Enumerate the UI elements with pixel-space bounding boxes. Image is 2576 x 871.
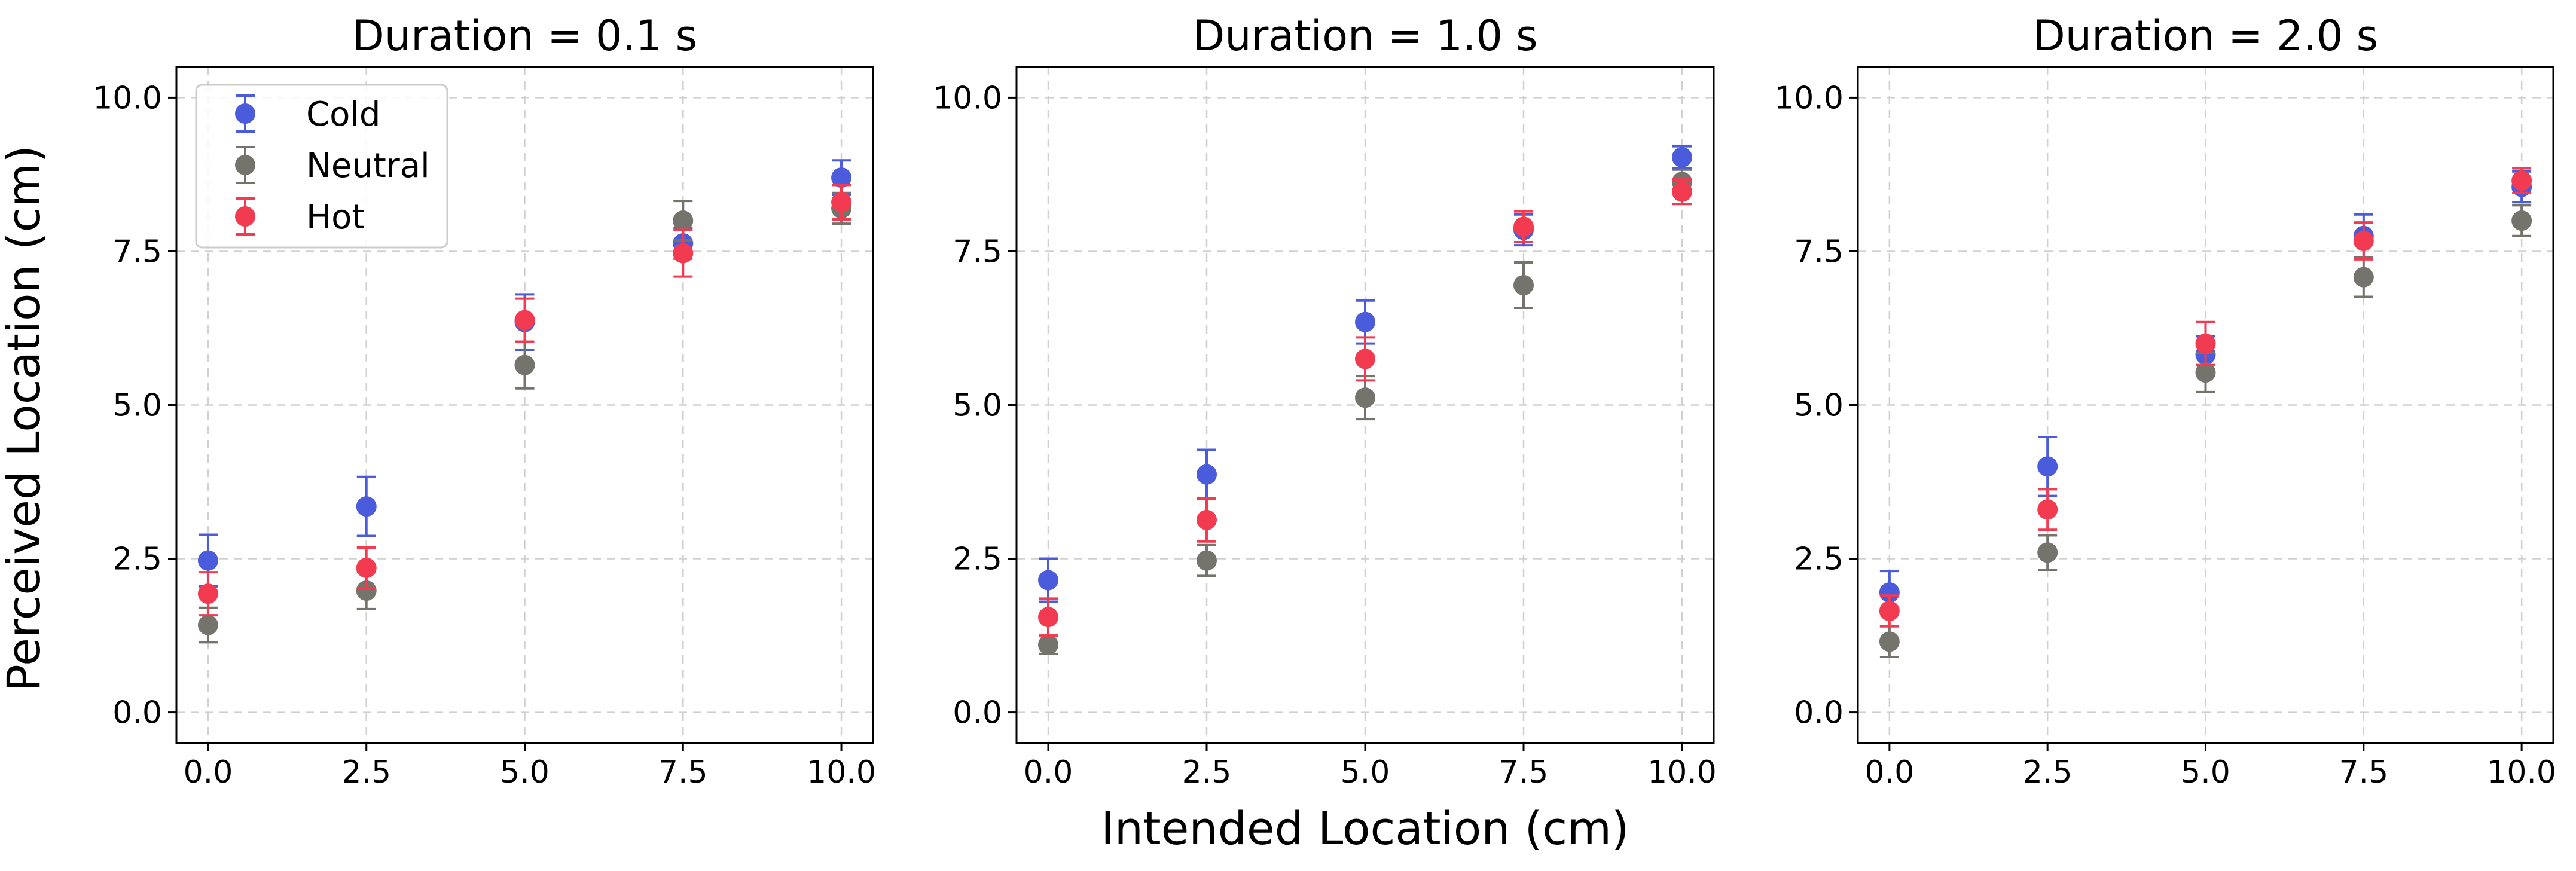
series-hot xyxy=(1038,178,1692,637)
series-neutral xyxy=(1879,204,2532,659)
legend-marker-neutral xyxy=(235,155,255,175)
panel-2: 0.0 2.5 5.0 7.5 10.0 0.0 2.5 5.0 7.5 10.0 Duration… xyxy=(933,11,1717,790)
x-tick-label: 5.0 xyxy=(500,754,550,790)
data-point-neutral xyxy=(2195,362,2216,383)
legend-label-cold: Cold xyxy=(306,95,380,134)
y-tick-label: 2.5 xyxy=(953,542,1002,577)
legend-marker-cold xyxy=(235,103,255,124)
y-tick-label: 2.5 xyxy=(112,542,162,577)
x-tick-label: 7.5 xyxy=(658,754,708,790)
x-tick-label: 0.0 xyxy=(1024,754,1073,790)
plot-frame xyxy=(175,66,874,744)
data-point-neutral xyxy=(1355,387,1375,408)
data-point-hot xyxy=(1672,181,1692,202)
data-point-hot xyxy=(1038,607,1058,628)
data-point-hot xyxy=(2037,499,2058,520)
data-point-cold xyxy=(197,550,218,571)
data-point-neutral xyxy=(356,580,377,601)
panel-1: 0.0 2.5 5.0 7.5 10.0 0.0 2.5 5.0 7.5 10.0 Duration… xyxy=(93,11,876,790)
data-point-hot xyxy=(197,583,218,604)
legend: Cold Neutral Hot xyxy=(195,84,448,249)
data-point-neutral xyxy=(1513,275,1534,296)
series-hot xyxy=(197,184,852,617)
data-point-neutral xyxy=(514,354,535,375)
data-point-neutral xyxy=(673,210,694,231)
data-point-cold xyxy=(1879,582,1900,603)
y-tick-label: 10.0 xyxy=(933,80,1002,116)
panel-title: Duration = 2.0 s xyxy=(2033,11,2378,60)
x-tick-label: 0.0 xyxy=(184,754,233,790)
data-point-hot xyxy=(2353,230,2374,251)
x-tick-label: 5.0 xyxy=(2181,754,2230,790)
x-tick-label: 7.5 xyxy=(1499,754,1549,790)
y-tick-label: 10.0 xyxy=(1774,80,1844,116)
data-point-hot xyxy=(1197,509,1217,530)
x-tick-label: 10.0 xyxy=(807,754,876,790)
x-tick-label: 7.5 xyxy=(2339,754,2388,790)
y-tick-label: 7.5 xyxy=(112,234,162,270)
y-tick-label: 0.0 xyxy=(953,695,1002,731)
data-point-cold xyxy=(1038,570,1058,591)
data-point-cold xyxy=(1355,311,1375,332)
y-axis-label: Perceived Location (cm) xyxy=(0,145,50,692)
panel-title: Duration = 1.0 s xyxy=(1192,11,1537,60)
data-point-neutral xyxy=(2511,210,2532,231)
data-point-cold xyxy=(1197,464,1217,485)
legend-box xyxy=(195,84,448,249)
data-point-hot xyxy=(831,192,852,213)
data-point-cold xyxy=(1672,147,1692,168)
x-tick-label: 5.0 xyxy=(1341,754,1390,790)
x-tick-label: 10.0 xyxy=(2487,754,2556,790)
data-point-cold xyxy=(356,496,377,517)
data-point-hot xyxy=(514,310,535,331)
x-axis-label: Intended Location (cm) xyxy=(1101,802,1629,855)
data-point-hot xyxy=(1879,600,1900,621)
x-tick-label: 2.5 xyxy=(341,754,391,790)
data-point-hot xyxy=(673,243,694,264)
data-point-neutral xyxy=(2037,542,2058,563)
plot-frame xyxy=(1857,66,2554,744)
data-point-neutral xyxy=(2353,267,2374,288)
plot-frame xyxy=(1015,66,1715,744)
y-tick-label: 10.0 xyxy=(93,80,162,116)
data-point-cold xyxy=(2037,456,2058,477)
data-point-hot xyxy=(2195,333,2216,354)
data-point-hot xyxy=(2511,170,2532,191)
data-point-cold xyxy=(831,167,852,188)
data-point-neutral xyxy=(1879,631,1900,652)
data-point-hot xyxy=(356,557,377,578)
data-point-hot xyxy=(1355,349,1375,369)
data-point-neutral xyxy=(1197,550,1217,571)
y-tick-label: 2.5 xyxy=(1794,542,1844,577)
data-point-hot xyxy=(1513,216,1534,237)
y-tick-label: 0.0 xyxy=(1794,695,1844,731)
data-point-neutral xyxy=(197,615,218,635)
legend-label-neutral: Neutral xyxy=(306,146,430,185)
legend-label-hot: Hot xyxy=(306,198,365,237)
x-tick-label: 2.5 xyxy=(2023,754,2073,790)
x-tick-label: 0.0 xyxy=(1865,754,1915,790)
y-tick-label: 5.0 xyxy=(112,388,162,424)
panel-title: Duration = 0.1 s xyxy=(352,11,697,60)
y-tick-label: 5.0 xyxy=(953,388,1002,424)
legend-marker-hot xyxy=(235,206,255,227)
series-hot xyxy=(1879,167,2532,628)
y-tick-label: 5.0 xyxy=(1794,388,1844,424)
x-tick-label: 10.0 xyxy=(1647,754,1717,790)
y-tick-label: 7.5 xyxy=(953,234,1002,270)
data-point-neutral xyxy=(1038,634,1058,655)
x-tick-label: 2.5 xyxy=(1182,754,1232,790)
y-tick-label: 0.0 xyxy=(112,695,162,731)
y-tick-label: 7.5 xyxy=(1794,234,1844,270)
panel-3: 0.0 2.5 5.0 7.5 10.0 0.0 2.5 5.0 7.5 10.0 Duration… xyxy=(1774,11,2556,790)
